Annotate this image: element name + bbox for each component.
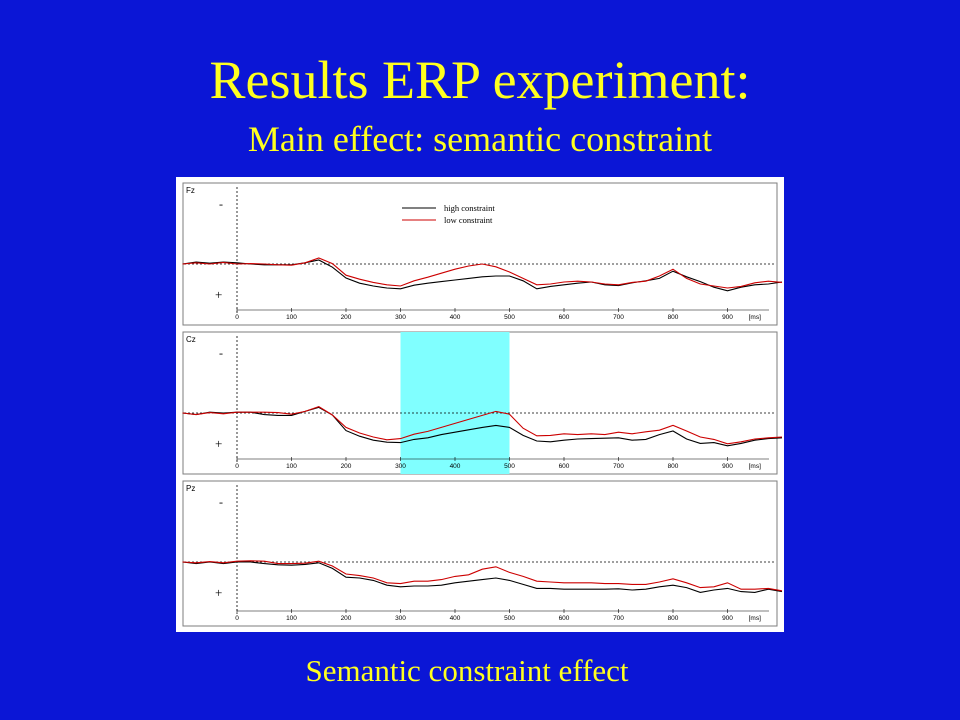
- x-tick-label: 300: [395, 463, 406, 470]
- x-tick-label: 200: [341, 314, 352, 321]
- x-tick-label: 800: [668, 463, 679, 470]
- erp-panel-fz: Fz - +0 100 200 300 400 500 600 700 800 900 [ms] high…: [182, 182, 783, 326]
- x-tick-label: 600: [559, 615, 570, 622]
- x-tick-label: 300: [395, 615, 406, 622]
- panel-frame: [182, 182, 778, 326]
- x-tick-label: [ms]: [749, 463, 761, 470]
- x-tick-label: 200: [341, 615, 352, 622]
- x-tick-label: 900: [722, 615, 733, 622]
- x-tick-label: 0: [235, 615, 239, 622]
- x-tick-label: 700: [613, 463, 624, 470]
- x-tick-label: 500: [504, 463, 515, 470]
- x-tick-label: 800: [668, 615, 679, 622]
- panel-frame: [182, 480, 778, 627]
- slide-title: Results ERP experiment:: [209, 50, 751, 110]
- x-tick-label: 600: [559, 463, 570, 470]
- polarity-negative-label: -: [219, 346, 223, 360]
- polarity-positive-label: +: [215, 585, 222, 600]
- x-tick-label: 100: [286, 615, 297, 622]
- x-tick-label: 300: [395, 314, 406, 321]
- series-high-constraint: [182, 406, 783, 447]
- polarity-positive-label: +: [215, 287, 222, 302]
- x-tick-label: 0: [235, 314, 239, 321]
- x-tick-label: 100: [286, 314, 297, 321]
- x-tick-label: 700: [613, 314, 624, 321]
- channel-label: Fz: [186, 186, 195, 195]
- x-tick-label: 900: [722, 463, 733, 470]
- series-low-constraint: [182, 257, 783, 289]
- erp-figure: Fz - +0 100 200 300 400 500 600 700 800 900 [ms] high…: [176, 177, 784, 632]
- legend-entry: high constraint: [444, 203, 495, 213]
- x-tick-label: [ms]: [749, 615, 761, 622]
- x-tick-label: 400: [450, 463, 461, 470]
- erp-chart-svg: Fz - +0 100 200 300 400 500 600 700 800 900 [ms] high…: [182, 182, 783, 627]
- x-tick-label: 600: [559, 314, 570, 321]
- x-tick-label: 900: [722, 314, 733, 321]
- x-tick-label: 500: [504, 615, 515, 622]
- series-low-constraint: [182, 560, 783, 592]
- x-tick-label: 0: [235, 463, 239, 470]
- legend-entry: low constraint: [444, 215, 493, 225]
- x-tick-label: 800: [668, 314, 679, 321]
- x-tick-label: 700: [613, 615, 624, 622]
- slide-caption: Semantic constraint effect: [305, 653, 629, 688]
- series-high-constraint: [182, 561, 783, 593]
- x-tick-label: 400: [450, 615, 461, 622]
- polarity-negative-label: -: [219, 495, 223, 509]
- channel-label: Cz: [186, 335, 196, 344]
- x-tick-label: 400: [450, 314, 461, 321]
- x-tick-label: [ms]: [749, 314, 761, 321]
- x-tick-label: 500: [504, 314, 515, 321]
- channel-label: Pz: [186, 484, 195, 493]
- x-tick-label: 200: [341, 463, 352, 470]
- highlight-window: [400, 332, 510, 474]
- polarity-positive-label: +: [215, 436, 222, 451]
- series-low-constraint: [182, 405, 783, 445]
- erp-panel-pz: Pz - +0 100 200 300 400 500 600 700 800 900 [ms]: [182, 480, 783, 627]
- slide-subtitle: Main effect: semantic constraint: [247, 119, 713, 159]
- polarity-negative-label: -: [219, 197, 223, 211]
- x-tick-label: 100: [286, 463, 297, 470]
- erp-panel-cz: Cz - +0 100 200 300 400 500 600 700 800 900 [ms]: [182, 331, 783, 475]
